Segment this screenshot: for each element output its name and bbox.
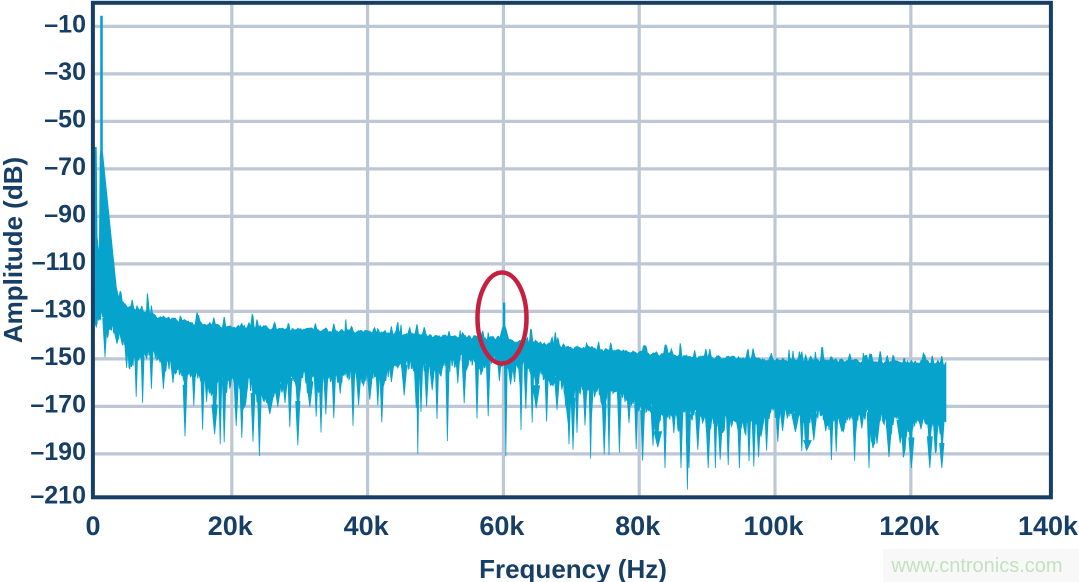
- svg-text:–70: –70: [44, 153, 86, 181]
- svg-text:140k: 140k: [1018, 511, 1079, 541]
- svg-text:–150: –150: [30, 343, 86, 371]
- svg-text:–110: –110: [32, 248, 86, 276]
- svg-text:0: 0: [85, 511, 100, 541]
- svg-text:–190: –190: [30, 438, 86, 466]
- svg-text:120k: 120k: [879, 511, 940, 541]
- svg-text:–210: –210: [30, 482, 86, 510]
- svg-text:–30: –30: [44, 58, 86, 86]
- svg-text:40k: 40k: [344, 511, 390, 541]
- svg-text:Frequency (Hz): Frequency (Hz): [479, 554, 667, 582]
- svg-text:Amplitude (dB): Amplitude (dB): [0, 157, 28, 343]
- svg-text:–50: –50: [44, 106, 86, 134]
- svg-text:100k: 100k: [743, 511, 804, 541]
- svg-text:80k: 80k: [615, 511, 661, 541]
- svg-text:20k: 20k: [208, 511, 254, 541]
- svg-text:www.cntronics.com: www.cntronics.com: [890, 555, 1062, 577]
- svg-text:–170: –170: [30, 391, 86, 419]
- svg-text:–90: –90: [44, 201, 86, 229]
- svg-text:–130: –130: [30, 296, 86, 324]
- svg-text:–10: –10: [44, 11, 86, 39]
- svg-text:60k: 60k: [479, 511, 525, 541]
